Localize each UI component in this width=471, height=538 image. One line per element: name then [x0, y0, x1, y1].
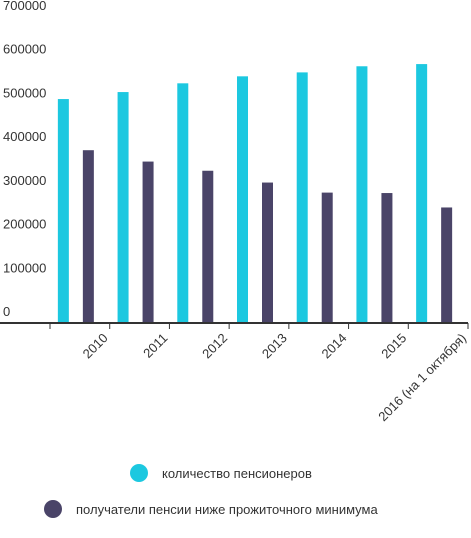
bar-pensioners [57, 99, 69, 322]
y-tick-label: 500000 [3, 85, 46, 100]
bar-pensioners [177, 83, 189, 322]
bar-pensioners [296, 72, 308, 323]
legend-item-below-minimum: получатели пенсии ниже прожиточного мини… [44, 500, 378, 518]
y-tick-label: 0 [3, 304, 10, 319]
legend-label-below-minimum: получатели пенсии ниже прожиточного мини… [76, 501, 378, 517]
bar-pensioners [117, 92, 129, 322]
bar-below-minimum [262, 182, 273, 322]
x-category-label: 2012 [199, 330, 230, 361]
x-category-label: 2013 [259, 330, 290, 361]
legend-swatch-pensioners [130, 464, 148, 482]
y-tick-label: 600000 [3, 42, 46, 57]
y-tick-label: 100000 [3, 260, 46, 275]
bar-below-minimum [381, 193, 393, 322]
x-category-label: 2015 [378, 330, 409, 361]
legend-swatch-below-minimum [44, 500, 62, 518]
bar-below-minimum [441, 207, 453, 322]
x-category-label: 2014 [319, 330, 350, 361]
bar-below-minimum [202, 170, 214, 322]
bar-below-minimum [142, 161, 154, 322]
legend-label-pensioners: количество пенсионеров [162, 465, 312, 481]
x-category-label: 2010 [80, 330, 111, 361]
bars [57, 64, 453, 323]
bar-pensioners [356, 66, 368, 323]
y-tick-label: 200000 [3, 217, 46, 232]
y-tick-label: 700000 [3, 0, 46, 13]
legend-item-pensioners: количество пенсионеров [130, 464, 312, 482]
y-tick-label: 300000 [3, 173, 46, 188]
y-tick-label: 400000 [3, 129, 46, 144]
x-axis [0, 322, 469, 329]
bar-pensioners [416, 64, 428, 322]
bar-pensioners [237, 76, 248, 322]
y-axis-ticks: 700000 600000 500000 400000 300000 200000 1000… [3, 0, 46, 319]
bar-below-minimum [321, 192, 333, 322]
x-category-label: 2011 [140, 330, 170, 360]
bar-below-minimum [82, 150, 94, 322]
